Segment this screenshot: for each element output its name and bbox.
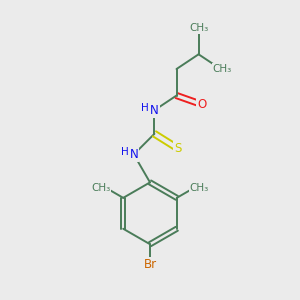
Text: CH₃: CH₃: [189, 23, 208, 33]
Text: CH₃: CH₃: [212, 64, 232, 74]
Text: O: O: [197, 98, 206, 111]
Text: CH₃: CH₃: [189, 183, 209, 193]
Text: CH₃: CH₃: [91, 183, 111, 193]
Text: N: N: [150, 104, 159, 117]
Text: N: N: [129, 148, 138, 161]
Text: H: H: [141, 103, 149, 113]
Text: H: H: [121, 147, 128, 157]
Text: Br: Br: [143, 258, 157, 271]
Text: S: S: [174, 142, 182, 155]
